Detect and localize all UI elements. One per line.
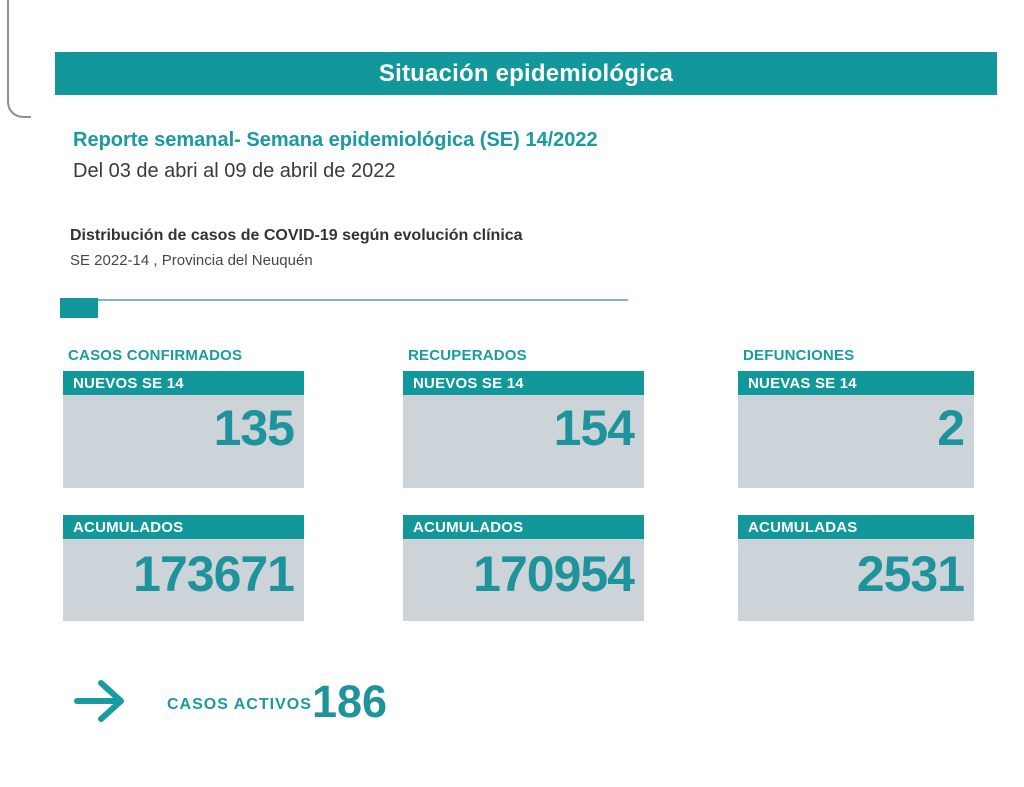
deaths-new-card: NUEVAS SE 14 2 (738, 371, 974, 488)
card-body: 173671 (63, 539, 304, 621)
right-arrow-icon (74, 677, 126, 725)
window-corner-decoration (7, 0, 31, 118)
recovered-new-card: NUEVOS SE 14 154 (403, 371, 644, 488)
column-label-confirmed: CASOS CONFIRMADOS (68, 347, 243, 364)
report-subtitle: Reporte semanal- Semana epidemiológica (… (73, 129, 598, 151)
card-body: 154 (403, 395, 644, 488)
deaths-cumulative-value: 2531 (856, 546, 965, 602)
section-title: Distribución de casos de COVID-19 según … (70, 227, 523, 244)
active-cases-value: 186 (312, 676, 388, 727)
card-body: 2531 (738, 539, 974, 621)
deaths-cumulative-card: ACUMULADAS 2531 (738, 515, 974, 621)
divider-line (98, 299, 628, 301)
column-label-recovered: RECUPERADOS (408, 347, 527, 364)
divider-accent-block (60, 298, 98, 318)
card-header: NUEVOS SE 14 (63, 371, 304, 395)
recovered-cases-column: RECUPERADOS NUEVOS SE 14 154 ACUMULADOS … (403, 347, 644, 623)
confirmed-cumulative-value: 173671 (133, 546, 295, 602)
page-title: Situación epidemiológica (378, 59, 674, 87)
recovered-cumulative-value: 170954 (473, 546, 635, 602)
report-date-range: Del 03 de abri al 09 de abril de 2022 (73, 160, 396, 182)
card-header: ACUMULADAS (738, 515, 974, 539)
confirmed-cumulative-card: ACUMULADOS 173671 (63, 515, 304, 621)
card-body: 170954 (403, 539, 644, 621)
active-cases-label: CASOS ACTIVOS (167, 696, 312, 713)
deaths-column: DEFUNCIONES NUEVAS SE 14 2 ACUMULADAS 25… (738, 347, 974, 623)
confirmed-cases-column: CASOS CONFIRMADOS NUEVOS SE 14 135 ACUMU… (63, 347, 304, 623)
card-header: ACUMULADOS (403, 515, 644, 539)
recovered-cumulative-card: ACUMULADOS 170954 (403, 515, 644, 621)
card-header: NUEVOS SE 14 (403, 371, 644, 395)
recovered-new-value: 154 (553, 400, 635, 456)
card-header: NUEVAS SE 14 (738, 371, 974, 395)
card-body: 135 (63, 395, 304, 488)
section-subtitle: SE 2022-14 , Provincia del Neuquén (70, 252, 313, 269)
confirmed-new-card: NUEVOS SE 14 135 (63, 371, 304, 488)
column-label-deaths: DEFUNCIONES (743, 347, 855, 364)
report-title-bar: Situación epidemiológica (55, 52, 997, 95)
confirmed-new-value: 135 (213, 400, 295, 456)
deaths-new-value: 2 (937, 400, 965, 456)
card-body: 2 (738, 395, 974, 488)
card-header: ACUMULADOS (63, 515, 304, 539)
